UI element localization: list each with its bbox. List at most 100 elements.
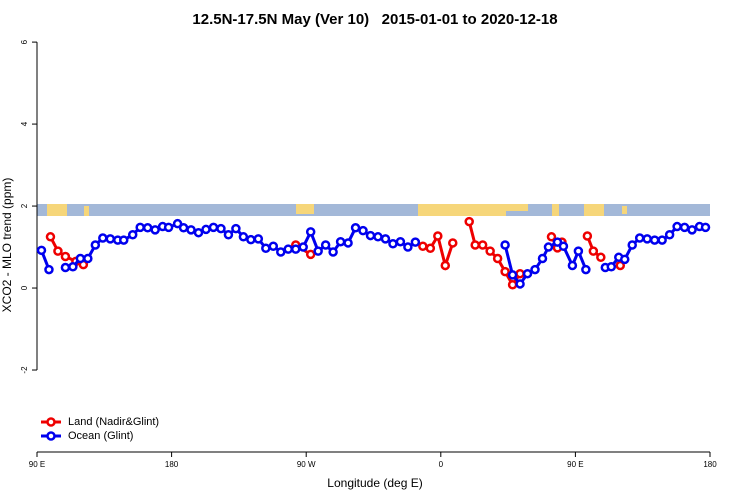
data-point [485, 246, 495, 256]
data-point [246, 234, 256, 245]
data-point [45, 232, 56, 242]
data-point [596, 252, 606, 263]
data-point [193, 227, 204, 238]
data-point [343, 238, 353, 248]
data-point [283, 244, 294, 254]
data-point [90, 240, 101, 250]
data-point [664, 230, 675, 240]
data-point [150, 225, 160, 235]
land-mask [37, 204, 710, 216]
y-axis-label: XCO2 - MLO trend (ppm) [0, 178, 14, 313]
data-point [464, 216, 474, 227]
data-point [515, 279, 525, 289]
data-point [567, 260, 578, 271]
data-point [606, 261, 617, 272]
data-point [305, 249, 316, 260]
data-point [83, 253, 93, 264]
data-point [290, 244, 301, 254]
data-point [320, 240, 331, 250]
data-point [238, 232, 249, 242]
data-point [365, 230, 376, 241]
data-point [358, 225, 368, 236]
data-point [223, 230, 234, 240]
data-point [208, 222, 219, 233]
data-point [105, 234, 116, 244]
data-point [440, 260, 451, 271]
data-point [634, 233, 645, 243]
data-point [507, 270, 518, 280]
data-point [403, 242, 413, 252]
data-point [313, 246, 323, 256]
data-point [588, 246, 599, 256]
data-point [477, 240, 488, 250]
data-point [649, 235, 660, 245]
y-tick-label: 6 [20, 39, 29, 44]
data-point [380, 234, 391, 244]
chart-title: 12.5N-17.5N May (Ver 10) 2015-01-01 to 2… [192, 11, 557, 28]
data-point [305, 227, 316, 237]
data-point [522, 268, 533, 279]
data-point [582, 231, 593, 241]
y-tick-label: 0 [20, 285, 29, 290]
data-point [328, 247, 338, 257]
data-point [253, 234, 264, 244]
data-point [335, 236, 346, 247]
data-point [515, 268, 525, 279]
data-point [118, 235, 129, 245]
data-point [543, 242, 554, 252]
legend-label: Land (Nadir&Glint) [68, 416, 159, 428]
land-patch [552, 204, 559, 216]
land-patch [296, 204, 314, 214]
y-tick-label: 4 [20, 121, 29, 126]
data-point [98, 233, 108, 243]
ocean-band [37, 204, 710, 216]
data-point [700, 222, 711, 233]
y-tick-label: 2 [20, 203, 29, 208]
data-point [507, 280, 518, 290]
data-point [350, 223, 361, 233]
x-tick-label: 90 W [297, 460, 316, 469]
land-patch [47, 204, 67, 216]
data-point [163, 222, 174, 233]
legend: Land (Nadir&Glint) Ocean (Glint) [41, 416, 159, 442]
data-point [573, 246, 584, 256]
series-line [40, 221, 706, 287]
data-point [373, 232, 383, 242]
data-point [425, 243, 436, 254]
data-point [500, 266, 510, 277]
data-point [142, 223, 153, 233]
land-patch [84, 206, 89, 216]
data-point [216, 223, 226, 234]
data-point [500, 240, 510, 250]
land-patch [622, 206, 627, 214]
data-point [388, 239, 398, 249]
data-point [261, 243, 271, 254]
data-point [448, 238, 458, 248]
data-point [558, 241, 569, 251]
data-point [552, 237, 563, 247]
data-point [679, 222, 690, 233]
data-point [395, 236, 406, 247]
data-point [546, 232, 557, 242]
data-point [537, 253, 548, 264]
data-point [127, 230, 138, 240]
data-point [231, 223, 241, 234]
data-point [657, 235, 667, 245]
data-point [186, 225, 196, 235]
legend-marker [46, 417, 56, 427]
x-tick-label: 180 [703, 460, 717, 469]
land-patch [506, 204, 528, 211]
data-point [44, 264, 54, 275]
data-point [201, 224, 211, 235]
data-point [642, 234, 652, 244]
data-point [172, 218, 183, 229]
data-point [687, 225, 697, 235]
data-point [36, 245, 47, 256]
x-tick-label: 90 E [29, 460, 45, 469]
legend-marker [46, 431, 56, 441]
data-point [268, 241, 279, 251]
data-point [75, 253, 86, 264]
data-point [276, 247, 286, 257]
data-point [672, 221, 682, 232]
